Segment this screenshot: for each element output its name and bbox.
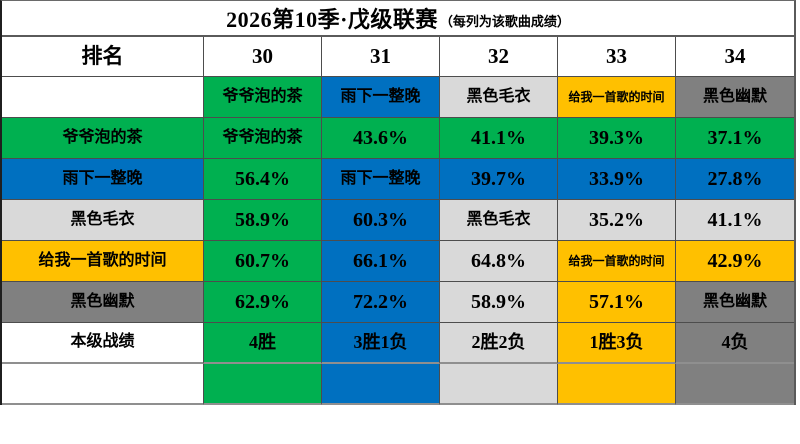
percentage-cell: 27.8% xyxy=(676,159,794,200)
empty-color-cell xyxy=(322,364,440,405)
row-label: 爷爷泡的茶 xyxy=(2,118,204,159)
record-cell: 3胜1负 xyxy=(322,323,440,364)
col-header-30: 30 xyxy=(204,37,322,77)
empty-color-cell xyxy=(204,364,322,405)
record-cell: 4胜 xyxy=(204,323,322,364)
header-row: 排名 30 31 32 33 34 xyxy=(2,37,794,77)
percentage-cell: 62.9% xyxy=(204,282,322,323)
percentage-cell: 58.9% xyxy=(204,200,322,241)
matchup-row: 黑色幽默 62.9% 72.2% 58.9% 57.1% 黑色幽默 xyxy=(2,282,794,323)
league-results-table: 2026第10季·戊级联赛 （每列为该歌曲成绩） 排名 30 31 32 33 … xyxy=(0,0,796,405)
diagonal-song-cell: 黑色毛衣 xyxy=(440,200,558,241)
percentage-cell: 58.9% xyxy=(440,282,558,323)
song-header-cell: 雨下一整晚 xyxy=(322,77,440,118)
matchup-row: 黑色毛衣 58.9% 60.3% 黑色毛衣 35.2% 41.1% xyxy=(2,200,794,241)
results-grid: 排名 30 31 32 33 34 爷爷泡的茶 雨下一整晚 黑色毛衣 给我一首歌… xyxy=(2,37,794,405)
percentage-cell: 39.7% xyxy=(440,159,558,200)
empty-color-cell xyxy=(440,364,558,405)
diagonal-song-cell: 黑色幽默 xyxy=(676,282,794,323)
title-text: 2026第10季·戊级联赛 xyxy=(226,7,438,32)
row-label: 黑色幽默 xyxy=(2,282,204,323)
percentage-cell: 41.1% xyxy=(676,200,794,241)
percentage-cell: 39.3% xyxy=(558,118,676,159)
empty-cell xyxy=(2,364,204,405)
empty-corner-cell xyxy=(2,77,204,118)
col-header-32: 32 xyxy=(440,37,558,77)
song-header-cell: 黑色毛衣 xyxy=(440,77,558,118)
percentage-cell: 66.1% xyxy=(322,241,440,282)
percentage-cell: 43.6% xyxy=(322,118,440,159)
row-label: 雨下一整晚 xyxy=(2,159,204,200)
percentage-cell: 57.1% xyxy=(558,282,676,323)
page-title: 2026第10季·戊级联赛 （每列为该歌曲成绩） xyxy=(2,1,794,37)
record-row: 本级战绩 4胜 3胜1负 2胜2负 1胜3负 4负 xyxy=(2,323,794,364)
percentage-cell: 64.8% xyxy=(440,241,558,282)
percentage-cell: 60.3% xyxy=(322,200,440,241)
row-label: 黑色毛衣 xyxy=(2,200,204,241)
matchup-row: 雨下一整晚 56.4% 雨下一整晚 39.7% 33.9% 27.8% xyxy=(2,159,794,200)
col-header-31: 31 xyxy=(322,37,440,77)
matchup-row: 给我一首歌的时间 60.7% 66.1% 64.8% 给我一首歌的时间 42.9… xyxy=(2,241,794,282)
diagonal-song-cell: 爷爷泡的茶 xyxy=(204,118,322,159)
empty-color-row xyxy=(2,364,794,405)
record-cell: 1胜3负 xyxy=(558,323,676,364)
title-subtitle: （每列为该歌曲成绩） xyxy=(439,13,570,29)
percentage-cell: 42.9% xyxy=(676,241,794,282)
matchup-row: 爷爷泡的茶 爷爷泡的茶 43.6% 41.1% 39.3% 37.1% xyxy=(2,118,794,159)
percentage-cell: 41.1% xyxy=(440,118,558,159)
record-label: 本级战绩 xyxy=(2,323,204,364)
row-label: 给我一首歌的时间 xyxy=(2,241,204,282)
col-header-34: 34 xyxy=(676,37,794,77)
record-cell: 4负 xyxy=(676,323,794,364)
rank-header: 排名 xyxy=(2,37,204,77)
song-header-cell: 给我一首歌的时间 xyxy=(558,77,676,118)
percentage-cell: 72.2% xyxy=(322,282,440,323)
percentage-cell: 35.2% xyxy=(558,200,676,241)
bottom-whitespace xyxy=(0,405,800,442)
col-header-33: 33 xyxy=(558,37,676,77)
song-name-row: 爷爷泡的茶 雨下一整晚 黑色毛衣 给我一首歌的时间 黑色幽默 xyxy=(2,77,794,118)
percentage-cell: 33.9% xyxy=(558,159,676,200)
record-cell: 2胜2负 xyxy=(440,323,558,364)
empty-color-cell xyxy=(676,364,794,405)
diagonal-song-cell: 给我一首歌的时间 xyxy=(558,241,676,282)
song-header-cell: 黑色幽默 xyxy=(676,77,794,118)
song-header-cell: 爷爷泡的茶 xyxy=(204,77,322,118)
percentage-cell: 60.7% xyxy=(204,241,322,282)
percentage-cell: 56.4% xyxy=(204,159,322,200)
empty-color-cell xyxy=(558,364,676,405)
percentage-cell: 37.1% xyxy=(676,118,794,159)
diagonal-song-cell: 雨下一整晚 xyxy=(322,159,440,200)
